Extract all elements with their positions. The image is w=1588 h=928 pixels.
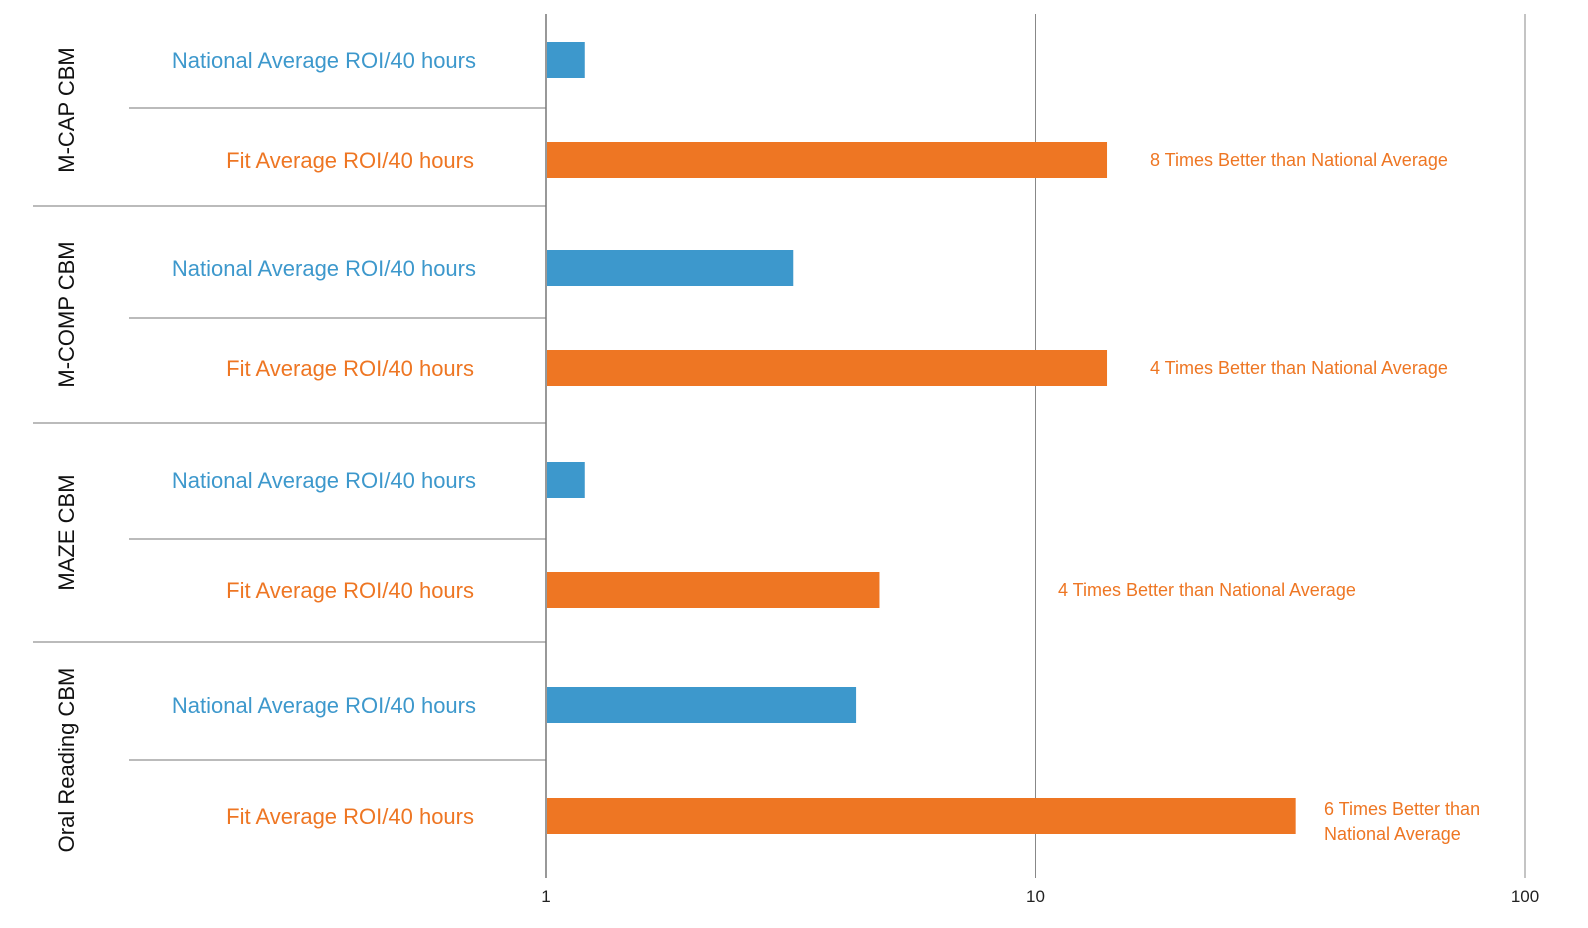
comparison-annotation: 8 Times Better than National Average <box>1150 150 1448 170</box>
fit-average-bar <box>547 798 1296 834</box>
national-average-label: National Average ROI/40 hours <box>172 256 476 281</box>
comparison-annotation: 4 Times Better than National Average <box>1150 358 1448 378</box>
group-label: M-CAP CBM <box>54 47 79 173</box>
x-tick-label: 1 <box>541 887 550 906</box>
national-average-label: National Average ROI/40 hours <box>172 693 476 718</box>
national-average-bar <box>547 462 585 498</box>
comparison-annotation: 6 Times Better than National Average <box>1324 799 1480 844</box>
fit-average-label: Fit Average ROI/40 hours <box>226 578 474 603</box>
fit-average-bar <box>547 350 1108 386</box>
fit-average-bar <box>547 572 880 608</box>
group-label: Oral Reading CBM <box>54 668 79 853</box>
national-average-bar <box>547 42 585 78</box>
fit-average-bar <box>547 142 1108 178</box>
national-average-label: National Average ROI/40 hours <box>172 48 476 73</box>
fit-average-label: Fit Average ROI/40 hours <box>226 804 474 829</box>
group-label: M-COMP CBM <box>54 241 79 387</box>
fit-average-label: Fit Average ROI/40 hours <box>226 148 474 173</box>
x-tick-label: 100 <box>1511 887 1539 906</box>
group-label: MAZE CBM <box>54 474 79 590</box>
comparison-annotation: 4 Times Better than National Average <box>1058 580 1356 600</box>
national-average-bar <box>547 687 857 723</box>
national-average-label: National Average ROI/40 hours <box>172 468 476 493</box>
fit-average-label: Fit Average ROI/40 hours <box>226 356 474 381</box>
national-average-bar <box>547 250 794 286</box>
x-tick-label: 10 <box>1026 887 1045 906</box>
